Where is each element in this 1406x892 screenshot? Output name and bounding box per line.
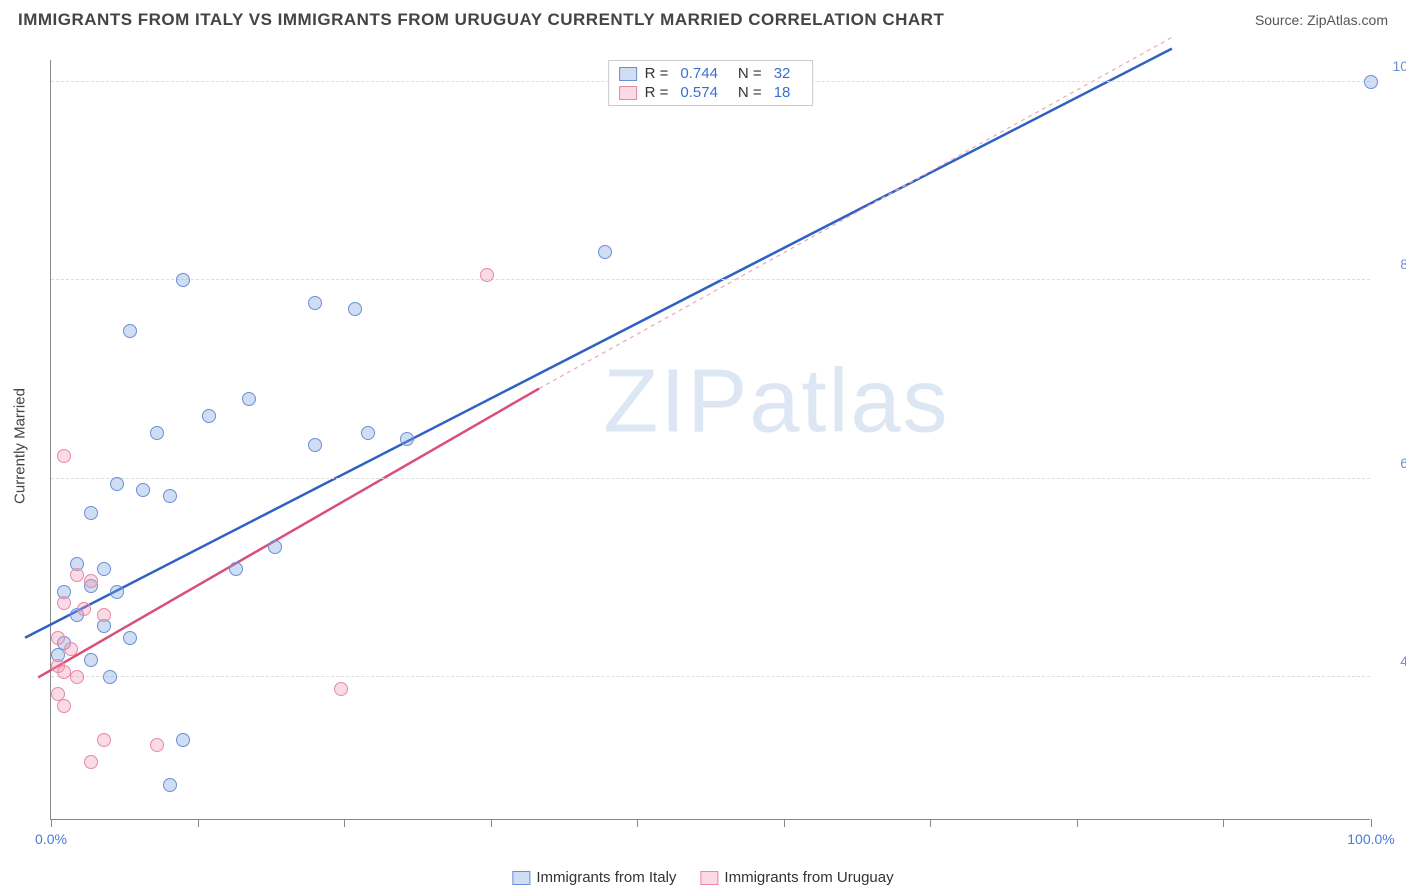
r-value-uruguay: 0.574	[680, 84, 718, 101]
data-point-italy	[110, 477, 124, 491]
swatch-uruguay	[700, 871, 718, 885]
y-tick-label: 82.5%	[1380, 256, 1406, 272]
swatch-uruguay	[619, 86, 637, 100]
data-point-italy	[348, 302, 362, 316]
source-name: ZipAtlas.com	[1307, 12, 1388, 28]
swatch-italy	[512, 871, 530, 885]
data-point-italy	[242, 392, 256, 406]
data-point-italy	[176, 733, 190, 747]
data-point-italy	[150, 426, 164, 440]
x-tick	[198, 819, 199, 827]
data-point-uruguay	[64, 642, 78, 656]
data-point-italy	[598, 245, 612, 259]
data-point-italy	[163, 778, 177, 792]
x-tick	[1371, 819, 1372, 827]
data-point-uruguay	[84, 574, 98, 588]
n-value-uruguay: 18	[774, 84, 791, 101]
data-point-uruguay	[97, 608, 111, 622]
data-point-italy	[163, 489, 177, 503]
source-attribution: Source: ZipAtlas.com	[1255, 12, 1388, 28]
data-point-italy	[308, 438, 322, 452]
x-tick	[51, 819, 52, 827]
legend-label-italy: Immigrants from Italy	[536, 869, 676, 886]
data-point-italy	[308, 296, 322, 310]
data-point-italy	[123, 324, 137, 338]
data-point-italy	[136, 483, 150, 497]
n-value-italy: 32	[774, 65, 791, 82]
data-point-uruguay	[150, 738, 164, 752]
data-point-uruguay	[480, 268, 494, 282]
data-point-italy	[1364, 75, 1378, 89]
series-legend: Immigrants from Italy Immigrants from Ur…	[512, 869, 893, 886]
data-point-uruguay	[51, 631, 65, 645]
r-value-italy: 0.744	[680, 65, 718, 82]
data-point-uruguay	[84, 755, 98, 769]
gridline	[51, 676, 1370, 677]
stats-row-italy: R = 0.744 N = 32	[619, 65, 803, 82]
x-tick-label: 100.0%	[1347, 831, 1394, 847]
x-tick	[784, 819, 785, 827]
chart-title: IMMIGRANTS FROM ITALY VS IMMIGRANTS FROM…	[18, 10, 944, 30]
x-tick	[344, 819, 345, 827]
x-tick	[637, 819, 638, 827]
data-point-italy	[361, 426, 375, 440]
data-point-uruguay	[97, 733, 111, 747]
legend-label-uruguay: Immigrants from Uruguay	[724, 869, 893, 886]
data-point-italy	[84, 653, 98, 667]
chart-plot-area: ZIPatlas R = 0.744 N = 32 R = 0.574 N = …	[50, 60, 1370, 820]
gridline	[51, 478, 1370, 479]
trendline	[25, 49, 1172, 638]
data-point-italy	[268, 540, 282, 554]
data-point-italy	[123, 631, 137, 645]
data-point-uruguay	[57, 449, 71, 463]
data-point-italy	[202, 409, 216, 423]
r-label: R =	[645, 84, 669, 101]
data-point-uruguay	[70, 670, 84, 684]
data-point-italy	[97, 562, 111, 576]
x-tick	[1077, 819, 1078, 827]
n-label: N =	[738, 65, 762, 82]
data-point-uruguay	[70, 568, 84, 582]
legend-item-uruguay: Immigrants from Uruguay	[700, 869, 893, 886]
data-point-uruguay	[77, 602, 91, 616]
r-label: R =	[645, 65, 669, 82]
y-tick-label: 100.0%	[1380, 58, 1406, 74]
header: IMMIGRANTS FROM ITALY VS IMMIGRANTS FROM…	[0, 0, 1406, 36]
data-point-uruguay	[57, 665, 71, 679]
data-point-uruguay	[57, 596, 71, 610]
swatch-italy	[619, 67, 637, 81]
y-tick-label: 47.5%	[1380, 653, 1406, 669]
data-point-uruguay	[57, 699, 71, 713]
data-point-italy	[110, 585, 124, 599]
x-tick-label: 0.0%	[35, 831, 67, 847]
trendlines-layer	[51, 60, 1370, 819]
x-tick	[491, 819, 492, 827]
n-label: N =	[738, 84, 762, 101]
data-point-italy	[400, 432, 414, 446]
x-tick	[1223, 819, 1224, 827]
data-point-uruguay	[334, 682, 348, 696]
stats-legend: R = 0.744 N = 32 R = 0.574 N = 18	[608, 60, 814, 106]
y-tick-label: 65.0%	[1380, 455, 1406, 471]
legend-item-italy: Immigrants from Italy	[512, 869, 676, 886]
x-tick	[930, 819, 931, 827]
trendline	[38, 389, 539, 678]
data-point-italy	[103, 670, 117, 684]
data-point-italy	[84, 506, 98, 520]
stats-row-uruguay: R = 0.574 N = 18	[619, 84, 803, 101]
y-axis-label: Currently Married	[12, 388, 29, 504]
source-prefix: Source:	[1255, 12, 1307, 28]
data-point-italy	[229, 562, 243, 576]
gridline	[51, 279, 1370, 280]
data-point-italy	[176, 273, 190, 287]
